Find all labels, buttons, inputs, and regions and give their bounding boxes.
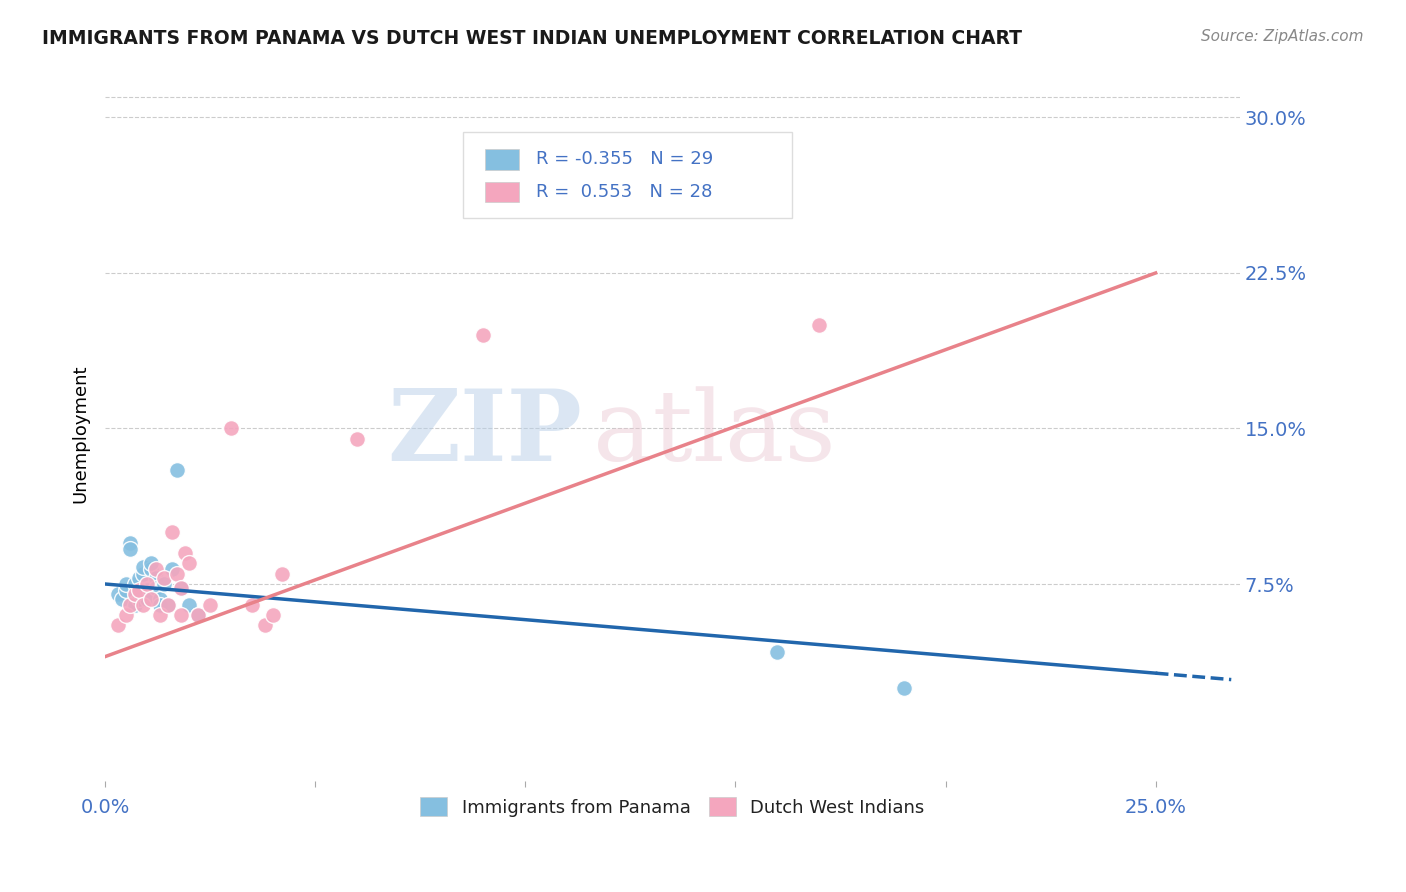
Point [128, 571, 150, 585]
Text: R =  0.553   N = 28: R = 0.553 N = 28 [536, 183, 713, 201]
Point [149, 608, 172, 623]
Point [136, 591, 159, 606]
Point [128, 583, 150, 598]
Point [808, 318, 831, 332]
Point [170, 581, 193, 595]
Point [179, 598, 201, 612]
Point [120, 598, 142, 612]
Point [166, 463, 188, 477]
Point [157, 598, 180, 612]
Point [149, 591, 172, 606]
Point [170, 581, 193, 595]
Point [141, 562, 163, 576]
Point [132, 560, 155, 574]
Text: 0.0%: 0.0% [80, 797, 129, 816]
Point [472, 328, 495, 343]
Point [132, 598, 155, 612]
Y-axis label: Unemployment: Unemployment [72, 365, 89, 503]
Point [187, 608, 209, 623]
Point [141, 556, 163, 570]
Point [145, 562, 167, 576]
FancyBboxPatch shape [485, 182, 519, 202]
Point [115, 577, 138, 591]
Point [179, 556, 201, 570]
Point [145, 571, 167, 585]
Point [145, 581, 167, 595]
Point [162, 525, 184, 540]
Point [128, 591, 150, 606]
Point [136, 577, 159, 591]
Point [270, 566, 292, 581]
Point [200, 598, 222, 612]
Point [174, 546, 197, 560]
Point [187, 608, 209, 623]
Point [253, 618, 276, 632]
Point [115, 608, 138, 623]
Point [166, 566, 188, 581]
Point [124, 598, 146, 612]
Point [157, 598, 180, 612]
Text: 25.0%: 25.0% [1125, 797, 1187, 816]
Point [170, 608, 193, 623]
Point [346, 432, 368, 446]
Text: atlas: atlas [593, 385, 835, 482]
Point [262, 608, 284, 623]
Text: IMMIGRANTS FROM PANAMA VS DUTCH WEST INDIAN UNEMPLOYMENT CORRELATION CHART: IMMIGRANTS FROM PANAMA VS DUTCH WEST IND… [42, 29, 1022, 47]
Point [107, 618, 129, 632]
Point [111, 591, 134, 606]
Point [240, 598, 263, 612]
Point [153, 571, 176, 585]
Text: Source: ZipAtlas.com: Source: ZipAtlas.com [1201, 29, 1364, 44]
FancyBboxPatch shape [463, 131, 792, 219]
Point [153, 577, 176, 591]
Point [115, 583, 138, 598]
Text: R = -0.355   N = 29: R = -0.355 N = 29 [536, 150, 714, 169]
Point [136, 583, 159, 598]
Point [132, 566, 155, 581]
Point [107, 587, 129, 601]
Point [124, 587, 146, 601]
Point [893, 681, 915, 695]
Point [162, 562, 184, 576]
Point [120, 541, 142, 556]
FancyBboxPatch shape [485, 149, 519, 169]
Legend: Immigrants from Panama, Dutch West Indians: Immigrants from Panama, Dutch West India… [413, 790, 932, 824]
Point [766, 645, 789, 659]
Point [141, 591, 163, 606]
Text: ZIP: ZIP [387, 385, 582, 483]
Point [219, 421, 242, 435]
Point [120, 535, 142, 549]
Point [124, 577, 146, 591]
Point [149, 598, 172, 612]
